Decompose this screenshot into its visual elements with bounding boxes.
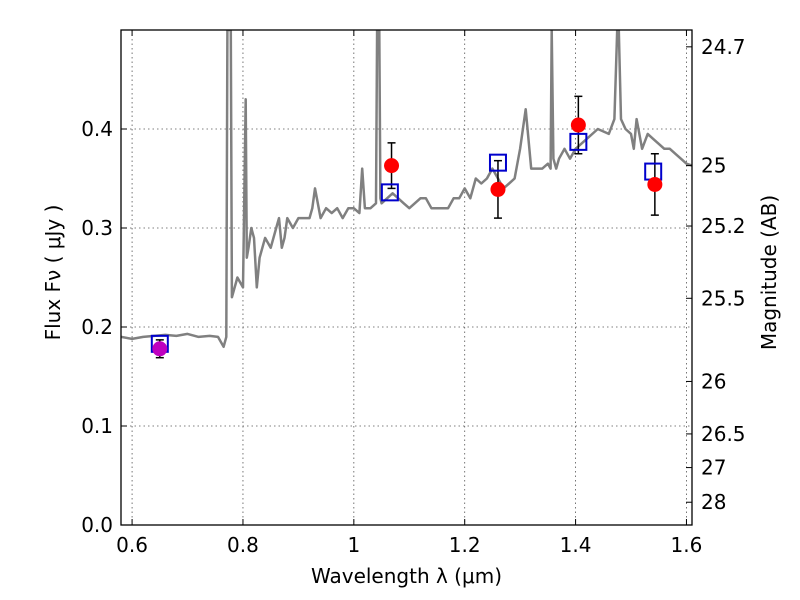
y-tick-label: 0.2 [81,315,113,339]
plot-frame [120,29,693,526]
x-axis-label: Wavelength λ (μm) [311,564,502,588]
model-point [569,132,588,151]
mag-tick-label: 24.7 [701,35,746,59]
x-tick-label: 0.8 [227,533,259,557]
x-tick-label: 0.6 [116,533,148,557]
observed-point [384,158,400,174]
mag-tick-label: 28 [701,490,726,514]
y2-axis-label: Magnitude (AB) [757,195,781,350]
mag-tick-label: 25.5 [701,286,746,310]
plot-area [121,30,692,359]
model-point [380,183,399,202]
axes: 0.6 0.8 1 1.2 1.4 1.6 0.0 0.1 0.2 0.3 0.4 24.7 25 25.… [81,30,746,557]
y-axis-label: Flux Fν ( μJy ) [41,205,65,341]
y-tick-label: 0.3 [81,216,113,240]
x-tick-label: 1 [347,533,360,557]
spectrum-line [121,30,692,349]
observed-point [570,117,586,133]
mag-tick-label: 26 [701,369,726,393]
model-point [488,153,507,172]
x-tick-label: 1.2 [449,533,481,557]
mag-tick-label: 27 [701,456,726,480]
y-tick-label: 0.4 [81,117,113,141]
x-tick-label: 1.4 [560,533,592,557]
y-tick-label: 0.0 [81,513,113,537]
mag-tick-label: 26.5 [701,422,746,446]
observed-point [152,341,168,357]
mag-tick-label: 25 [701,154,726,178]
observed-point [647,176,663,192]
y-tick-label: 0.1 [81,414,113,438]
mag-tick-label: 25.2 [701,214,746,238]
x-tick-label: 1.6 [671,533,703,557]
observed-point [490,181,506,197]
